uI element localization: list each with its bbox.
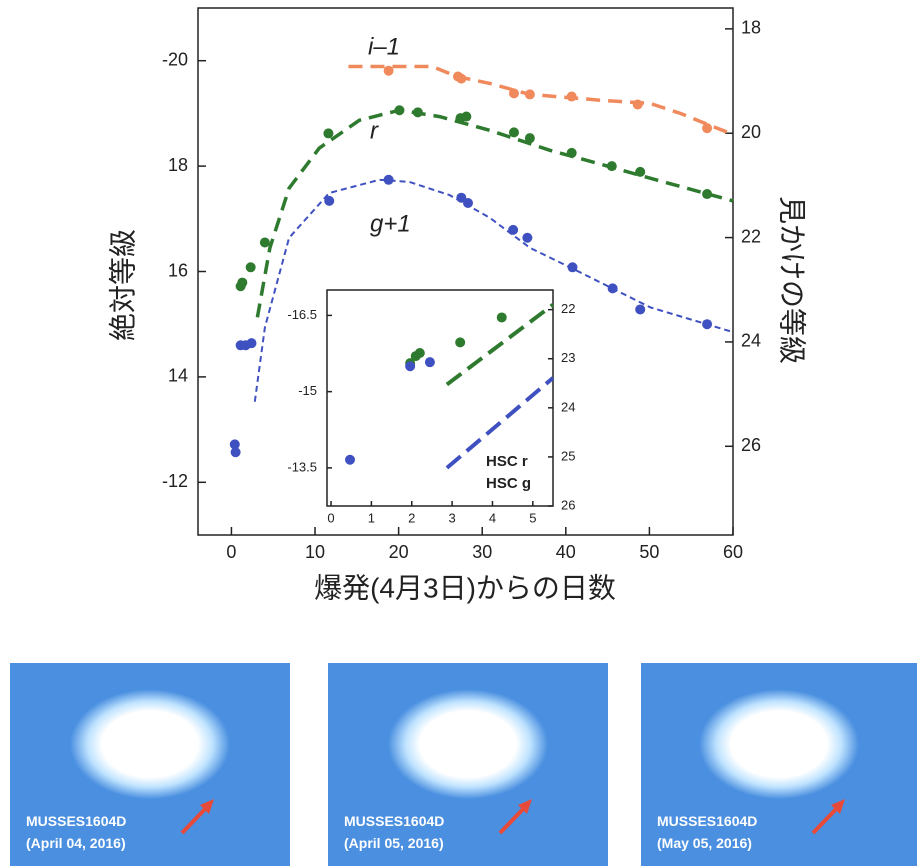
data-point <box>405 361 415 371</box>
date-label: (April 04, 2016) <box>26 835 126 851</box>
data-point <box>246 262 256 272</box>
data-point <box>497 312 507 322</box>
series-label: g+1 <box>370 210 411 237</box>
y-tick-label: 14 <box>168 366 188 386</box>
data-point <box>384 66 394 76</box>
x-tick-label: 50 <box>639 542 659 562</box>
data-point <box>247 338 257 348</box>
data-point <box>635 304 645 314</box>
date-label: (April 05, 2016) <box>344 835 444 851</box>
object-label: MUSSES1604D <box>657 813 757 829</box>
data-point <box>608 283 618 293</box>
data-point <box>413 107 423 117</box>
data-point <box>425 357 435 367</box>
y2-tick-label: 26 <box>741 435 761 455</box>
x-tick-label: 40 <box>556 542 576 562</box>
y-tick-label: 16 <box>168 260 188 280</box>
x-tick-label: 2 <box>408 510 415 525</box>
date-label: (May 05, 2016) <box>657 835 752 851</box>
y2-tick-label: 22 <box>561 301 575 316</box>
x-tick-label: 30 <box>472 542 492 562</box>
y2-tick-label: 24 <box>741 331 761 351</box>
y2-tick-label: 18 <box>741 18 761 38</box>
x-tick-label: 0 <box>327 510 334 525</box>
y2-axis-title: 見かけの等級 <box>777 196 808 364</box>
y2-tick-label: 26 <box>561 497 575 512</box>
data-point <box>702 319 712 329</box>
series-label: HSC r <box>486 453 528 470</box>
plot-area <box>327 290 553 506</box>
y2-tick-label: 24 <box>561 399 575 414</box>
y2-tick-label: 25 <box>561 448 575 463</box>
data-point <box>231 447 241 457</box>
data-point <box>260 238 270 248</box>
y2-tick-label: 20 <box>741 122 761 142</box>
data-point <box>508 225 518 235</box>
y2-tick-label: 23 <box>561 350 575 365</box>
data-point <box>702 123 712 133</box>
data-point <box>568 262 578 272</box>
x-tick-label: 1 <box>368 510 375 525</box>
data-point <box>702 189 712 199</box>
data-point <box>323 128 333 138</box>
y-tick-label: -20 <box>162 49 188 69</box>
y-tick-label: -15 <box>298 383 317 398</box>
data-point <box>455 337 465 347</box>
data-point <box>509 127 519 137</box>
series-label: i–1 <box>368 33 400 60</box>
data-point <box>456 74 466 84</box>
data-point <box>607 161 617 171</box>
data-point <box>324 196 334 206</box>
y2-tick-label: 22 <box>741 226 761 246</box>
data-point <box>509 88 519 98</box>
data-point <box>394 105 404 115</box>
image-panel: MUSSES1604D (April 05, 2016) <box>328 663 608 866</box>
data-point <box>237 278 247 288</box>
y-axis-title: 絶対等級 <box>107 229 138 341</box>
series-label: r <box>370 117 379 144</box>
page: 0102030405060-20181614-121820222426i–1rg… <box>0 0 917 866</box>
data-point <box>633 99 643 109</box>
x-axis-title: 爆発(4月3日)からの日数 <box>314 572 616 603</box>
data-point <box>567 92 577 102</box>
data-point <box>461 112 471 122</box>
x-tick-label: 10 <box>305 542 325 562</box>
data-point <box>525 89 535 99</box>
data-point <box>345 455 355 465</box>
x-tick-label: 5 <box>529 510 536 525</box>
object-label: MUSSES1604D <box>344 813 444 829</box>
image-panel: MUSSES1604D (April 04, 2016) <box>10 663 290 866</box>
y-tick-label: -12 <box>162 471 188 491</box>
y-tick-label: 18 <box>168 155 188 175</box>
image-panel: MUSSES1604D (May 05, 2016) <box>641 663 917 866</box>
data-point <box>635 167 645 177</box>
data-point <box>567 148 577 158</box>
data-point <box>525 133 535 143</box>
data-point <box>384 175 394 185</box>
data-point <box>415 348 425 358</box>
x-tick-label: 60 <box>723 542 743 562</box>
x-tick-label: 4 <box>489 510 496 525</box>
data-point <box>463 198 473 208</box>
y-tick-label: -13.5 <box>287 459 317 474</box>
object-label: MUSSES1604D <box>26 813 126 829</box>
series-label: HSC g <box>486 475 531 492</box>
x-tick-label: 3 <box>448 510 455 525</box>
x-tick-label: 0 <box>226 542 236 562</box>
data-point <box>522 233 532 243</box>
y-tick-label: -16.5 <box>287 307 317 322</box>
x-tick-label: 20 <box>389 542 409 562</box>
